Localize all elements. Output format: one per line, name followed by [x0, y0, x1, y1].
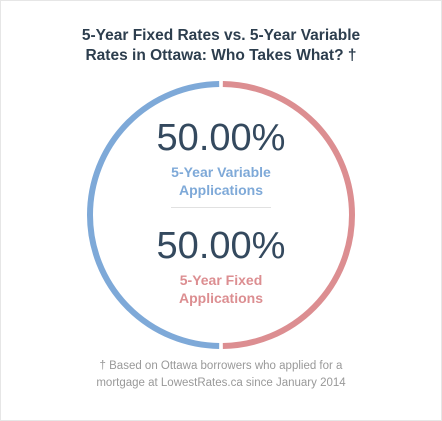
- footnote-line1: † Based on Ottawa borrowers who applied …: [99, 360, 343, 372]
- variable-slice: [87, 81, 220, 349]
- variable-percent: 50.00%: [156, 117, 286, 159]
- fixed-slice: [222, 81, 355, 349]
- chart-title-line1: 5-Year Fixed Rates vs. 5-Year Variable: [81, 27, 361, 44]
- chart-title-line2: Rates in Ottawa: Who Takes What? †: [85, 47, 357, 64]
- chart-title: 5-Year Fixed Rates vs. 5-Year Variable R…: [0, 26, 442, 66]
- fixed-label-line1: 5-Year Fixed: [179, 272, 263, 288]
- footnote: † Based on Ottawa borrowers who applied …: [0, 358, 442, 392]
- fixed-label: 5-Year Fixed Applications: [0, 271, 442, 307]
- fixed-label-line2: Applications: [178, 290, 263, 306]
- fixed-percent: 50.00%: [156, 225, 286, 267]
- variable-label: 5-Year Variable Applications: [0, 163, 442, 199]
- variable-label-line1: 5-Year Variable: [171, 164, 271, 180]
- divider: [171, 207, 271, 208]
- footnote-line2: mortgage at LowestRates.ca since January…: [96, 377, 346, 389]
- variable-label-line2: Applications: [178, 182, 263, 198]
